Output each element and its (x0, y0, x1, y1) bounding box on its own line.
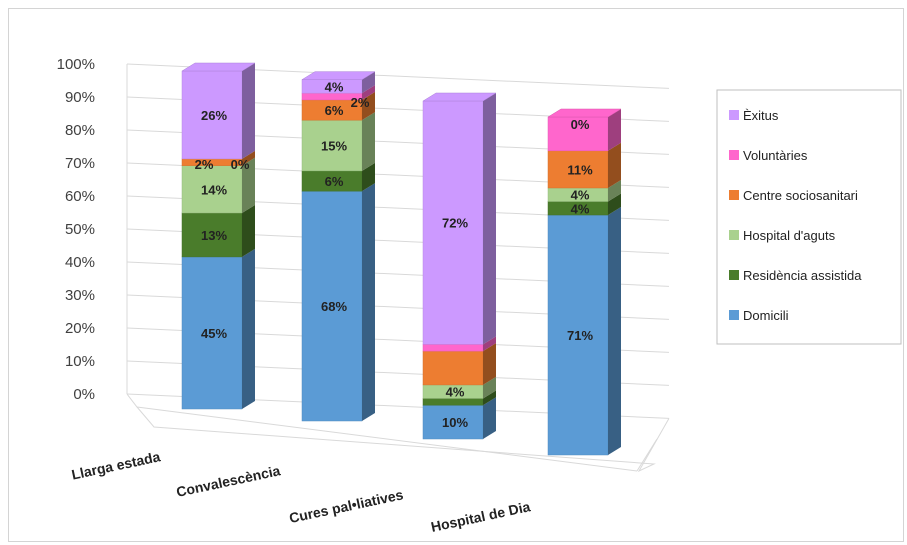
y-tick-label: 80% (65, 122, 95, 139)
bar-side-convalescencia-exitus (362, 71, 375, 94)
data-label-llarga-estada-exitus: 26% (201, 108, 227, 123)
y-tick-label: 40% (65, 254, 95, 271)
bar-side-hospital-de-dia-voluntaries (608, 109, 621, 151)
bar-side-convalescencia-centre-sociosanitari (362, 91, 375, 121)
bar-side-convalescencia-residencia-assistida (362, 162, 375, 192)
data-label-llarga-estada-hospital-d-aguts: 14% (201, 182, 227, 197)
bar-side-cures-pal-liatives-exitus (483, 93, 496, 345)
bar-llarga-estada-exitus (181, 70, 243, 160)
bar-side-llarga-estada-hospital-d-aguts (242, 157, 255, 213)
legend-box (716, 89, 902, 345)
stacked-bar-chart: 0% 10% 20% 30% 40% 50% 60% 70% 80% 90% 100% 45% 13%… (57, 56, 902, 535)
data-label-cures-pal-liatives-exitus: 72% (442, 216, 468, 231)
bar-hospital-de-dia-domicili (547, 214, 609, 456)
bar-hospital-de-dia-voluntaries (547, 116, 609, 152)
bar-llarga-estada-domicili (181, 256, 243, 410)
data-label-llarga-estada-residencia-assistida: 13% (201, 228, 227, 243)
bar-cures-pal-liatives-voluntaries (422, 344, 484, 352)
data-label-hospital-de-dia-centre-sociosanitari: 11% (567, 162, 593, 177)
data-labels: 45% 13% 14% 2% 0% 26% 68% 6% 15% 6% 2% 4% 10% 4% 72% 71… (195, 79, 594, 430)
bar-side-llarga-estada-exitus (242, 63, 255, 159)
data-label-convalescencia-centre-sociosanitari: 6% (325, 103, 344, 118)
legend-label-residencia-assistida: Residència assistida (743, 268, 862, 283)
data-label-hospital-de-dia-hospital-d-aguts: 4% (571, 188, 590, 203)
data-label-cures-pal-liatives-domicili: 10% (442, 415, 468, 430)
y-tick-label: 10% (65, 353, 95, 370)
x-category-label: Llarga estada (70, 448, 162, 482)
bar-llarga-estada-hospital-d-aguts (181, 165, 243, 214)
bar-top-llarga-estada (181, 62, 256, 72)
bar-side-cures-pal-liatives-residencia-assistida (483, 390, 496, 406)
data-label-convalescencia-domicili: 68% (321, 299, 347, 314)
y-tick-label: 20% (65, 320, 95, 337)
legend-label-centre-sociosanitari: Centre sociosanitari (743, 188, 858, 203)
y-tick-label: 50% (65, 221, 95, 238)
legend-swatch-exitus (729, 110, 739, 120)
bar-top-convalescencia (301, 71, 376, 80)
chart-frame: 0% 10% 20% 30% 40% 50% 60% 70% 80% 90% 100% 45% 13%… (8, 8, 904, 542)
legend: Èxitus Voluntàries Centre sociosanitari Hos… (716, 89, 902, 345)
legend-swatch-hospital-d-aguts (729, 230, 739, 240)
bar-top-hospital-de-dia (547, 108, 622, 118)
bar-side-llarga-estada-residencia-assistida (242, 204, 255, 257)
bar-convalescencia-hospital-d-aguts (301, 119, 363, 172)
floor-front-edge (136, 406, 638, 472)
bar-side-cures-pal-liatives-centre-sociosanitari (483, 343, 496, 385)
legend-label-exitus: Èxitus (743, 108, 779, 123)
legend-label-domicili: Domicili (743, 308, 789, 323)
legend-swatch-centre-sociosanitari (729, 190, 739, 200)
legend-swatch-residencia-assistida (729, 270, 739, 280)
floor-outline (126, 393, 670, 473)
bar-side-hospital-de-dia-residencia-assistida (608, 193, 621, 216)
bar-side-hospital-de-dia-domicili (608, 207, 621, 455)
y-tick-label: 30% (65, 287, 95, 304)
bars (181, 62, 622, 456)
bar-side-convalescencia-voluntaries (362, 85, 375, 100)
data-label-convalescencia-residencia-assistida: 6% (325, 174, 344, 189)
bar-side-llarga-estada-centre-sociosanitari (242, 150, 255, 166)
bar-convalescencia-domicili (301, 190, 363, 422)
y-tick-label: 70% (65, 155, 95, 172)
bar-side-convalescencia-hospital-d-aguts (362, 112, 375, 171)
y-tick-label: 60% (65, 188, 95, 205)
bar-cures-pal-liatives-domicili (422, 404, 484, 440)
data-label-llarga-estada-centre-sociosanitari: 2% (195, 157, 214, 172)
y-tick-label: 90% (65, 89, 95, 106)
y-tick-label: 100% (57, 56, 95, 73)
bar-cures-pal-liatives-centre-sociosanitari (422, 350, 484, 386)
legend-label-hospital-d-aguts: Hospital d'aguts (743, 228, 836, 243)
bar-top-cures-pal-liatives (422, 92, 497, 102)
bar-side-hospital-de-dia-hospital-d-aguts (608, 179, 621, 202)
data-label-hospital-de-dia-voluntaries: 0% (571, 117, 590, 132)
bar-side-hospital-de-dia-centre-sociosanitari (608, 142, 621, 188)
x-category-label: Convalescència (175, 462, 282, 500)
legend-swatch-domicili (729, 310, 739, 320)
legend-swatch-voluntaries (729, 150, 739, 160)
data-label-llarga-estada-domicili: 45% (201, 326, 227, 341)
data-label-convalescencia-exitus: 4% (325, 79, 344, 94)
bar-side-cures-pal-liatives-hospital-d-aguts (483, 376, 496, 399)
legend-label-voluntaries: Voluntàries (743, 148, 808, 163)
bar-hospital-de-dia-centre-sociosanitari (547, 150, 609, 189)
y-tick-label: 0% (73, 386, 95, 403)
bar-side-convalescencia-domicili (362, 183, 375, 421)
data-label-hospital-de-dia-residencia-assistida: 4% (571, 201, 590, 216)
data-label-convalescencia-voluntaries: 2% (351, 95, 370, 110)
data-label-convalescencia-hospital-d-aguts: 15% (321, 139, 347, 154)
data-label-hospital-de-dia-domicili: 71% (567, 328, 593, 343)
bar-side-cures-pal-liatives-domicili (483, 397, 496, 439)
y-axis-ticks: 0% 10% 20% 30% 40% 50% 60% 70% 80% 90% 100% (57, 56, 95, 403)
bar-side-llarga-estada-domicili (242, 248, 255, 409)
data-label-llarga-estada-voluntaries: 0% (231, 157, 250, 172)
data-label-cures-pal-liatives-hospital-d-aguts: 4% (446, 385, 465, 400)
floor-right-edge (636, 438, 658, 472)
bar-side-cures-pal-liatives-voluntaries (483, 336, 496, 352)
bar-cures-pal-liatives-exitus (422, 100, 484, 345)
x-category-label: Hospital de Dia (429, 498, 531, 535)
x-category-label: Cures pal•liatives (288, 486, 405, 526)
